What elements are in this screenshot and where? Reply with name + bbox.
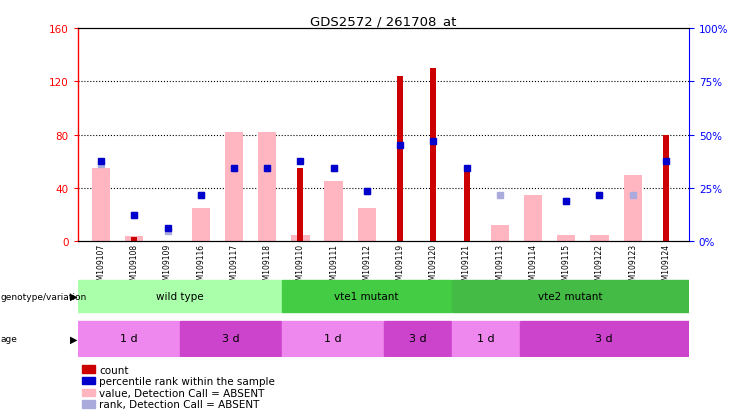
Text: count: count [99, 365, 129, 375]
Bar [180, 322, 282, 356]
Text: wild type: wild type [156, 291, 204, 301]
Bar [464, 169, 470, 242]
Bar [325, 182, 343, 242]
Bar [78, 322, 179, 356]
Bar [384, 322, 451, 356]
Text: 3 d: 3 d [408, 334, 426, 344]
Text: value, Detection Call = ABSENT: value, Detection Call = ABSENT [99, 388, 265, 398]
Title: GDS2572 / 261708_at: GDS2572 / 261708_at [310, 15, 456, 28]
Bar [92, 169, 110, 242]
Bar [663, 135, 669, 242]
Text: vte1 mutant: vte1 mutant [334, 291, 399, 301]
Bar [192, 209, 210, 242]
Bar [297, 169, 303, 242]
Bar [519, 322, 689, 356]
Text: age: age [1, 334, 18, 343]
Text: ▶: ▶ [70, 334, 77, 344]
Text: ▶: ▶ [70, 291, 77, 301]
Text: 1 d: 1 d [120, 334, 138, 344]
Bar [491, 225, 509, 242]
Bar [397, 77, 403, 242]
Text: genotype/variation: genotype/variation [1, 292, 87, 301]
Bar [623, 175, 642, 242]
Text: rank, Detection Call = ABSENT: rank, Detection Call = ABSENT [99, 399, 259, 409]
Bar [557, 235, 575, 242]
Bar [524, 195, 542, 242]
Text: 1 d: 1 d [324, 334, 342, 344]
Bar [358, 209, 376, 242]
Bar [282, 322, 383, 356]
Bar [78, 280, 282, 313]
Bar [291, 235, 310, 242]
Bar [125, 236, 144, 242]
Text: 3 d: 3 d [222, 334, 239, 344]
Bar [282, 280, 451, 313]
Text: 1 d: 1 d [476, 334, 494, 344]
Text: percentile rank within the sample: percentile rank within the sample [99, 376, 275, 386]
Bar [452, 280, 689, 313]
Bar [258, 133, 276, 242]
Bar [431, 69, 436, 242]
Text: vte2 mutant: vte2 mutant [538, 291, 602, 301]
Bar [452, 322, 519, 356]
Bar [225, 133, 243, 242]
Text: 3 d: 3 d [596, 334, 613, 344]
Bar [591, 235, 608, 242]
Bar [131, 237, 137, 242]
